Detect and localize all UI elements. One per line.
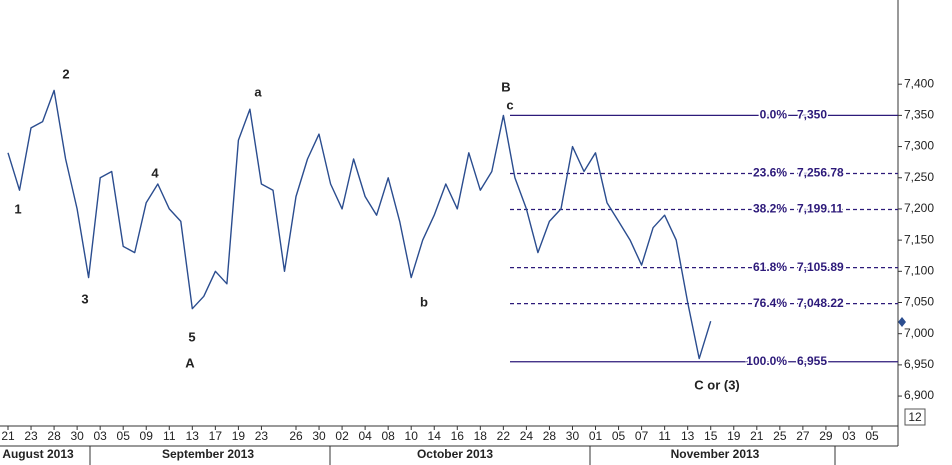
price-marker <box>898 317 906 327</box>
wave-label: a <box>254 84 262 99</box>
x-tick-label: 14 <box>428 429 442 443</box>
y-tick-label: 7,150 <box>904 232 934 246</box>
fib-value: 7,199.11 <box>797 202 843 216</box>
wave-label: C or (3) <box>694 377 740 392</box>
x-tick-label: 05 <box>612 429 626 443</box>
x-tick-label: 05 <box>117 429 131 443</box>
x-tick-label: 04 <box>358 429 372 443</box>
x-tick-label: 01 <box>589 429 603 443</box>
wave-label: 2 <box>62 66 69 81</box>
x-tick-label: 23 <box>255 429 269 443</box>
x-tick-label: 24 <box>520 429 534 443</box>
wave-label: 3 <box>81 291 88 306</box>
y-tick-label: 7,200 <box>904 201 934 215</box>
month-label: August 2013 <box>2 447 74 461</box>
wave-label: 5 <box>188 329 195 344</box>
fib-value: 7,350 <box>797 108 827 122</box>
wave-label: b <box>420 294 428 309</box>
fib-percent: 100.0% <box>746 354 787 368</box>
y-tick-label: 7,050 <box>904 295 934 309</box>
x-tick-label: 17 <box>209 429 223 443</box>
x-tick-label: 13 <box>681 429 695 443</box>
corner-box <box>904 408 926 426</box>
wave-label: 4 <box>151 165 159 180</box>
x-tick-label: 30 <box>566 429 580 443</box>
x-tick-label: 19 <box>232 429 246 443</box>
fib-percent: 61.8% <box>753 260 787 274</box>
x-tick-label: 13 <box>186 429 200 443</box>
x-tick-label: 30 <box>312 429 326 443</box>
x-tick-label: 03 <box>842 429 856 443</box>
x-tick-label: 18 <box>474 429 488 443</box>
fib-value: 7,256.78 <box>797 166 844 180</box>
y-tick-label: 6,950 <box>904 357 934 371</box>
x-tick-label: 02 <box>335 429 349 443</box>
x-tick-label: 19 <box>727 429 741 443</box>
fib-percent: 76.4% <box>753 296 787 310</box>
month-label: October 2013 <box>417 447 493 461</box>
x-tick-label: 26 <box>289 429 303 443</box>
x-tick-label: 27 <box>796 429 810 443</box>
x-tick-label: 03 <box>93 429 107 443</box>
fib-value: 6,955 <box>797 354 827 368</box>
fib-percent: 23.6% <box>753 166 787 180</box>
x-tick-label: 15 <box>704 429 718 443</box>
wave-label: c <box>506 97 513 112</box>
x-tick-label: 07 <box>635 429 649 443</box>
month-label: September 2013 <box>162 447 254 461</box>
x-tick-label: 16 <box>451 429 465 443</box>
x-tick-label: 28 <box>543 429 557 443</box>
y-tick-label: 6,900 <box>904 388 934 402</box>
x-tick-label: 23 <box>24 429 38 443</box>
month-label: November 2013 <box>671 447 760 461</box>
x-tick-label: 11 <box>163 429 176 443</box>
fib-percent: 0.0% <box>760 108 788 122</box>
x-tick-label: 29 <box>819 429 833 443</box>
x-tick-label: 28 <box>47 429 61 443</box>
wave-label: A <box>185 355 195 370</box>
y-tick-label: 7,100 <box>904 263 934 277</box>
y-tick-label: 7,400 <box>904 76 934 90</box>
y-tick-label: 7,350 <box>904 108 934 122</box>
price-line <box>7 89 712 360</box>
x-tick-label: 05 <box>865 429 879 443</box>
x-tick-label: 11 <box>658 429 671 443</box>
x-tick-label: 22 <box>497 429 511 443</box>
fib-value: 7,048.22 <box>797 296 844 310</box>
fib-percent: 38.2% <box>753 202 787 216</box>
x-tick-label: 21 <box>750 429 764 443</box>
x-tick-label: 09 <box>140 429 154 443</box>
x-tick-label: 08 <box>381 429 395 443</box>
x-tick-label: 10 <box>405 429 419 443</box>
fib-value: 7,105.89 <box>797 260 844 274</box>
x-tick-label: 30 <box>70 429 84 443</box>
wave-label: 1 <box>14 201 21 216</box>
corner-label: 12 <box>908 410 922 424</box>
y-tick-label: 7,250 <box>904 170 934 184</box>
wave-label: B <box>501 79 510 94</box>
x-tick-label: 25 <box>773 429 787 443</box>
y-tick-label: 7,000 <box>904 326 934 340</box>
x-tick-label: 21 <box>1 429 15 443</box>
y-tick-label: 7,300 <box>904 139 934 153</box>
